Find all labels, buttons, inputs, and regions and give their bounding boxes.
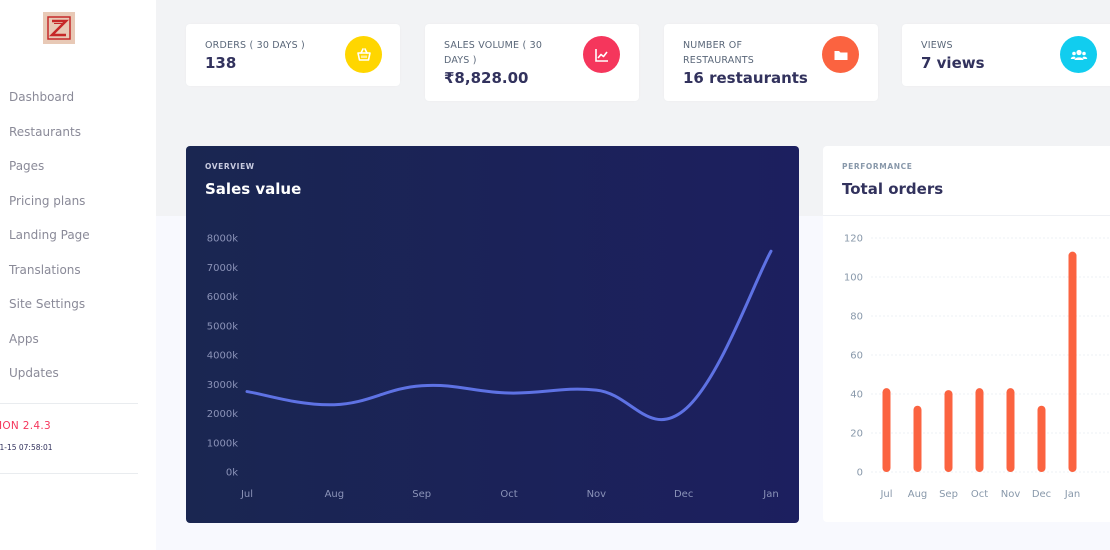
stat-value: ₹8,828.00 xyxy=(444,69,529,87)
y-tick-label: 2000k xyxy=(207,409,238,420)
y-tick-label: 4000k xyxy=(207,351,238,362)
sidebar-item-landing-page[interactable]: Landing Page xyxy=(0,218,156,253)
x-tick-label: Jan xyxy=(762,489,778,500)
y-tick-label: 40 xyxy=(850,390,863,401)
build-date: -01-15 07:58:01 xyxy=(0,443,53,452)
sales-line-chart[interactable]: 0k 1000k 2000k 3000k 4000k 5000k 6000k 7000k 800… xyxy=(186,146,799,523)
sidebar-item-label: Translations xyxy=(9,262,81,277)
users-icon xyxy=(1060,36,1097,73)
y-tick-label: 8000k xyxy=(207,234,238,245)
y-tick-label: 120 xyxy=(844,234,863,245)
sidebar-item-translations[interactable]: Translations xyxy=(0,253,156,288)
stat-label: NUMBER OF RESTAURANTS xyxy=(683,40,755,66)
bar xyxy=(1006,388,1015,472)
stat-card-restaurants: NUMBER OF RESTAURANTS 16 restaurants xyxy=(664,24,878,101)
card-divider xyxy=(823,215,1110,216)
x-tick-label: Aug xyxy=(325,489,345,500)
sidebar-item-apps[interactable]: Apps xyxy=(0,322,156,357)
y-tick-label: 100 xyxy=(844,273,863,284)
y-tick-label: 6000k xyxy=(207,292,238,303)
y-tick-label: 5000k xyxy=(207,321,238,332)
sidebar-item-label: Landing Page xyxy=(9,228,90,243)
sidebar-item-label: Updates xyxy=(9,366,59,381)
bar xyxy=(975,388,984,472)
stat-value: 16 restaurants xyxy=(683,69,808,87)
sidebar-item-label: Pages xyxy=(9,159,45,174)
sidebar-item-label: Dashboard xyxy=(9,90,75,105)
y-tick-label: 3000k xyxy=(207,380,238,391)
sales-series-line xyxy=(245,249,773,422)
bar xyxy=(882,388,891,472)
stat-label: VIEWS xyxy=(921,40,953,51)
x-tick-label: Aug xyxy=(908,489,928,500)
logo-z-icon xyxy=(47,16,71,40)
x-tick-label: Sep xyxy=(412,489,431,500)
y-tick-label: 0 xyxy=(857,468,863,479)
total-orders-card: PERFORMANCE Total orders 0 20 40 60 80 100 120… xyxy=(823,146,1110,522)
y-tick-label: 7000k xyxy=(207,263,238,274)
sidebar-item-pages[interactable]: Pages xyxy=(0,149,156,184)
app-logo[interactable] xyxy=(43,12,75,44)
orders-bar-chart[interactable]: 0 20 40 60 80 100 120 Jul Aug Sep Oct Nov Dec Jan xyxy=(823,146,1110,522)
basket-icon xyxy=(345,36,382,73)
x-tick-label: Jul xyxy=(240,489,253,500)
card-title: Sales value xyxy=(205,180,302,198)
stat-label: SALES VOLUME ( 30 DAYS ) xyxy=(444,40,543,66)
folder-icon xyxy=(822,36,859,73)
x-tick-label: Jan xyxy=(1064,489,1080,500)
stat-card-sales-volume: SALES VOLUME ( 30 DAYS ) ₹8,828.00 xyxy=(425,24,639,101)
sidebar-divider xyxy=(0,473,138,474)
sidebar-nav: Dashboard Restaurants Pages Pricing plan… xyxy=(0,80,156,391)
sidebar: Dashboard Restaurants Pages Pricing plan… xyxy=(0,0,156,550)
version-label: SION 2.4.3 xyxy=(0,420,51,432)
sales-value-card: OVERVIEW Sales value 0k 1000k 2000k 3000k 40… xyxy=(186,146,799,523)
card-kicker: OVERVIEW xyxy=(205,162,255,171)
chart-icon xyxy=(583,36,620,73)
sidebar-item-restaurants[interactable]: Restaurants xyxy=(0,115,156,150)
sidebar-item-dashboard[interactable]: Dashboard xyxy=(0,80,156,115)
x-tick-label: Nov xyxy=(587,489,607,500)
stat-value: 138 xyxy=(205,54,237,72)
card-kicker: PERFORMANCE xyxy=(842,162,913,171)
sidebar-item-label: Pricing plans xyxy=(9,193,86,208)
bar xyxy=(1068,251,1077,472)
stat-card-views: VIEWS 7 views xyxy=(902,24,1110,86)
y-tick-label: 20 xyxy=(850,429,863,440)
x-tick-label: Sep xyxy=(939,489,958,500)
stat-card-orders: ORDERS ( 30 DAYS ) 138 xyxy=(186,24,400,86)
x-tick-label: Jul xyxy=(879,489,892,500)
y-tick-label: 60 xyxy=(850,351,863,362)
sidebar-item-pricing-plans[interactable]: Pricing plans xyxy=(0,184,156,219)
sidebar-divider xyxy=(0,403,138,404)
bar xyxy=(1037,405,1046,472)
sidebar-item-site-settings[interactable]: Site Settings xyxy=(0,287,156,322)
y-tick-label: 80 xyxy=(850,312,863,323)
card-title: Total orders xyxy=(842,180,944,198)
sidebar-item-updates[interactable]: Updates xyxy=(0,356,156,391)
bar xyxy=(913,405,922,472)
x-tick-label: Oct xyxy=(971,489,988,500)
y-tick-label: 1000k xyxy=(207,438,238,449)
main-content: ORDERS ( 30 DAYS ) 138 SALES VOLUME ( 30… xyxy=(156,0,1110,550)
x-tick-label: Nov xyxy=(1001,489,1021,500)
sidebar-item-label: Restaurants xyxy=(9,124,81,139)
x-tick-label: Dec xyxy=(1032,489,1051,500)
stat-value: 7 views xyxy=(921,54,985,72)
sidebar-item-label: Apps xyxy=(9,331,39,346)
x-tick-label: Dec xyxy=(674,489,693,500)
bar xyxy=(944,390,953,472)
y-tick-label: 0k xyxy=(226,468,238,479)
stat-label: ORDERS ( 30 DAYS ) xyxy=(205,40,305,51)
x-tick-label: Oct xyxy=(500,489,517,500)
sidebar-item-label: Site Settings xyxy=(9,297,86,312)
